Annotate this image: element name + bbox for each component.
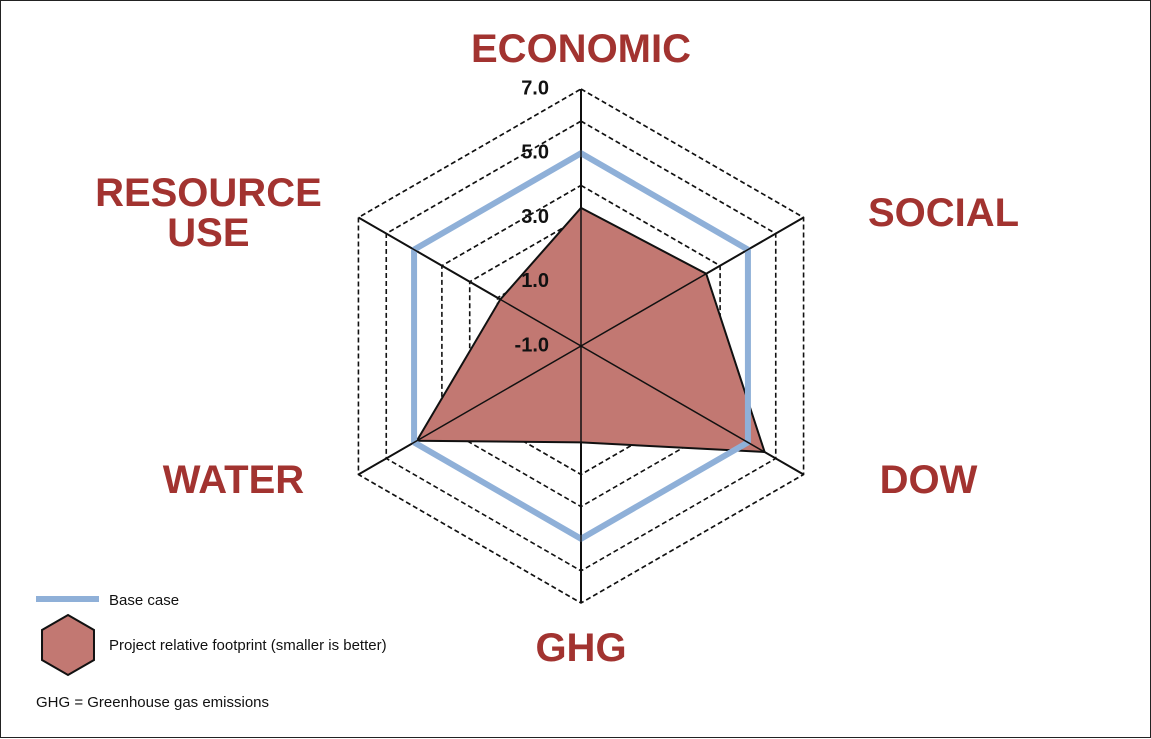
axis-spoke bbox=[358, 216, 582, 347]
axis-spoke bbox=[580, 345, 804, 476]
category-label: GHG bbox=[535, 626, 627, 670]
note: GHG = Greenhouse gas emissions bbox=[36, 694, 269, 711]
legend-label: Base case bbox=[109, 592, 179, 609]
category-label: RESOURCE USE bbox=[95, 170, 322, 255]
r-tick-label: 7.0 bbox=[521, 77, 549, 99]
category-label: WATER bbox=[162, 457, 305, 502]
category-label: DOW bbox=[879, 457, 978, 502]
r-tick-label: 1.0 bbox=[521, 270, 549, 292]
r-tick-label: -1.0 bbox=[515, 334, 549, 356]
r-tick-label: 5.0 bbox=[521, 142, 549, 164]
legend-swatch bbox=[41, 613, 95, 677]
axis-spoke bbox=[358, 345, 582, 476]
r-tick-label: 3.0 bbox=[521, 206, 549, 228]
category-label: ECONOMIC bbox=[471, 27, 691, 71]
legend-label: Project relative footprint (smaller is b… bbox=[109, 637, 387, 654]
axis-spoke bbox=[580, 216, 804, 347]
category-label: SOCIAL bbox=[868, 190, 1020, 235]
